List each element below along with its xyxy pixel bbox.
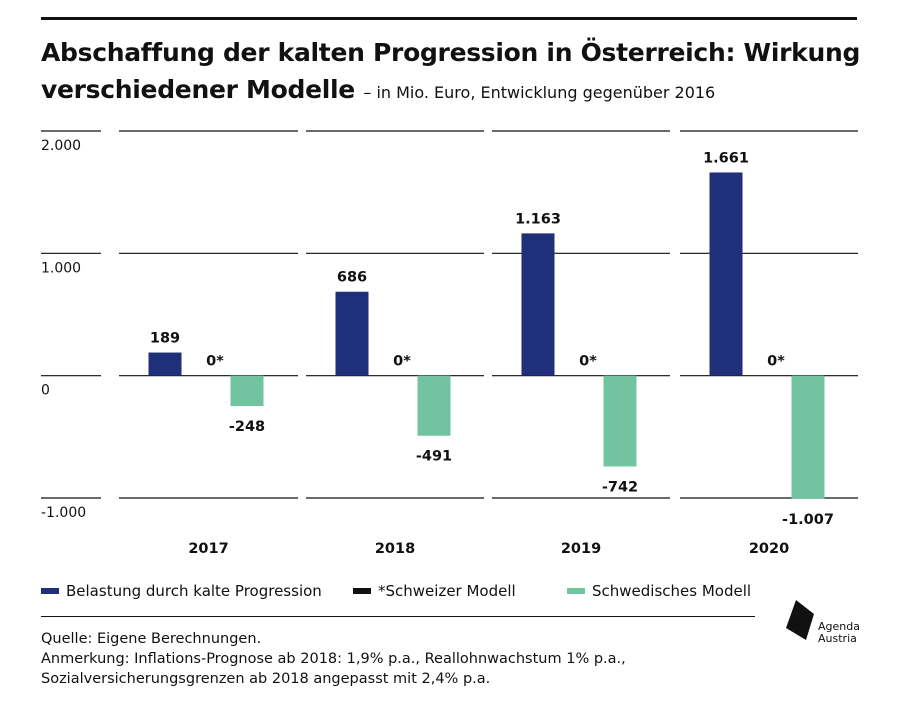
title-text: Abschaffung der kalten Progression in Ös… xyxy=(41,38,861,104)
legend-label-belastung: Belastung durch kalte Progression xyxy=(66,582,322,600)
bar-schwedisch-2020 xyxy=(791,375,825,499)
data-label: 1.661 xyxy=(703,150,749,166)
data-label: -1.007 xyxy=(782,512,834,528)
data-label: -742 xyxy=(602,479,638,495)
legend-swatch-schwedisch xyxy=(567,588,585,594)
y-tick-label: 0 xyxy=(41,383,50,399)
legend: Belastung durch kalte Progression *Schwe… xyxy=(41,582,801,602)
agenda-austria-logo-icon xyxy=(786,600,814,640)
y-tick-label: -1.000 xyxy=(41,505,86,521)
data-label: -491 xyxy=(416,449,452,465)
data-label: 0* xyxy=(393,354,411,370)
bar-belastung-2018 xyxy=(335,291,369,376)
legend-label-schwedisch: Schwedisches Modell xyxy=(592,582,752,600)
y-tick-label: 1.000 xyxy=(41,260,81,276)
legend-swatch-schweizer xyxy=(353,588,371,594)
logo-text: Agenda Austria xyxy=(818,621,860,645)
data-label: 0* xyxy=(206,354,224,370)
bar-chart: 2.000 1.000 0 -1.000 2017 189 0* -248 2018 686 0* -… xyxy=(41,130,858,557)
logo-line-2: Austria xyxy=(818,632,857,645)
bar-belastung-2020 xyxy=(709,172,743,376)
x-category-label: 2020 xyxy=(749,541,789,557)
top-rule xyxy=(41,17,857,20)
data-label: 1.163 xyxy=(515,211,561,227)
bar-schwedisch-2018 xyxy=(417,375,451,436)
data-label: 0* xyxy=(767,354,785,370)
x-category-label: 2017 xyxy=(188,541,228,557)
data-label: 686 xyxy=(337,270,367,286)
legend-label-schweizer: *Schweizer Modell xyxy=(378,582,516,600)
source-note: Quelle: Eigene Berechnungen. xyxy=(41,631,262,647)
data-label: 0* xyxy=(579,354,597,370)
bottom-rule xyxy=(41,616,755,617)
bar-belastung-2017 xyxy=(148,352,182,376)
x-category-label: 2018 xyxy=(375,541,415,557)
remark-line-2: Sozialversicherungsgrenzen ab 2018 angep… xyxy=(41,671,491,687)
logo-line-1: Agenda xyxy=(818,620,860,633)
legend-swatch-belastung xyxy=(41,588,59,594)
y-tick-label: 2.000 xyxy=(41,138,81,154)
x-category-label: 2019 xyxy=(561,541,601,557)
legend-item-belastung: Belastung durch kalte Progression xyxy=(41,582,322,600)
chart-title: Abschaffung der kalten Progression in Ös… xyxy=(41,34,871,111)
legend-item-schweizer: *Schweizer Modell xyxy=(353,582,516,600)
chart-subtitle: – in Mio. Euro, Entwicklung gegenüber 20… xyxy=(363,83,716,102)
bar-schwedisch-2017 xyxy=(230,375,264,407)
bar-belastung-2019 xyxy=(521,233,555,376)
remark-line-1: Anmerkung: Inflations-Prognose ab 2018: … xyxy=(41,651,626,667)
data-label: -248 xyxy=(229,419,265,435)
footnotes: Quelle: Eigene Berechnungen. Anmerkung: … xyxy=(41,629,626,689)
data-label: 189 xyxy=(150,331,180,347)
legend-item-schwedisch: Schwedisches Modell xyxy=(567,582,751,600)
bar-schwedisch-2019 xyxy=(603,375,637,467)
